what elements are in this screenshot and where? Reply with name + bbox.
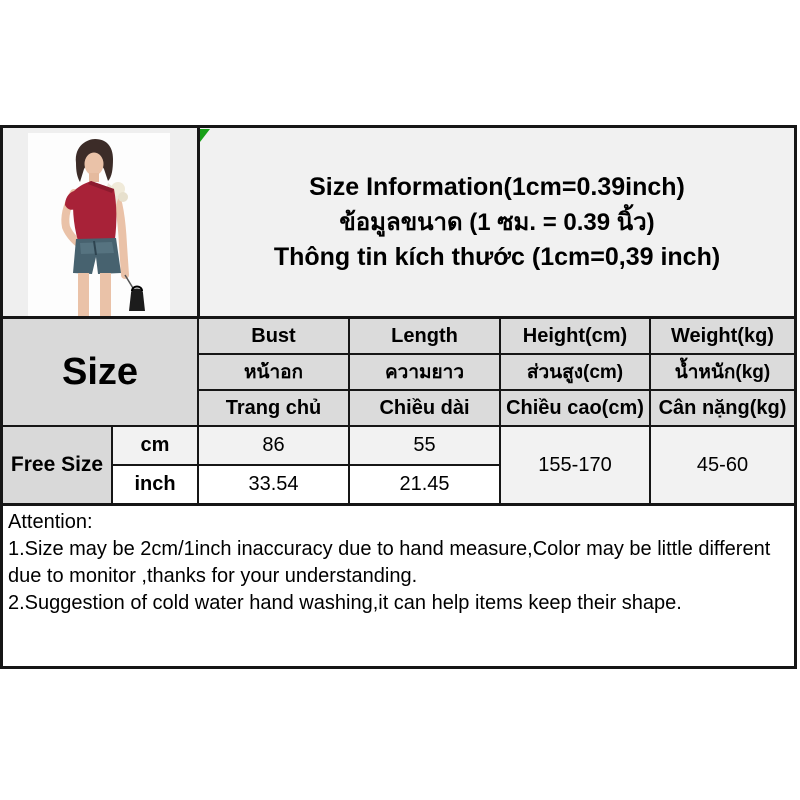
product-photo [3,128,197,316]
header-bust-vi: Trang chủ [199,391,348,425]
attention-line-1: 1.Size may be 2cm/1inch inaccuracy due t… [8,538,771,560]
photo-title-divider [197,128,200,316]
header-length-en: Length [350,319,499,353]
model-photo-illustration [28,133,170,316]
value-bust-inch: 33.54 [199,466,348,503]
size-table: Size Bust Length Height(cm) Weight(kg) ห… [3,316,794,506]
header-weight-en: Weight(kg) [651,319,794,353]
value-length-cm: 55 [350,427,499,464]
row-label-free-size: Free Size [3,427,111,503]
title-block: Size Information(1cm=0.39inch) ข้อมูลขนา… [200,128,794,316]
title-english: Size Information(1cm=0.39inch) [309,172,685,201]
top-section: Size Information(1cm=0.39inch) ข้อมูลขนา… [3,128,794,316]
title-thai: ข้อมูลขนาด (1 ซม. = 0.39 นิ้ว) [339,208,655,236]
attention-line-2: due to monitor ,thanks for your understa… [8,565,418,587]
size-corner-label: Size [3,319,197,425]
header-weight-vi: Cân nặng(kg) [651,391,794,425]
size-chart-panel: Size Information(1cm=0.39inch) ข้อมูลขนา… [0,125,797,669]
attention-note: Attention: 1.Size may be 2cm/1inch inacc… [3,506,794,666]
header-height-vi: Chiều cao(cm) [501,391,649,425]
header-weight-th: น้ำหนัก(kg) [651,355,794,389]
value-length-inch: 21.45 [350,466,499,503]
header-bust-en: Bust [199,319,348,353]
unit-label-cm: cm [113,427,197,464]
value-weight-range: 45-60 [651,427,794,503]
green-corner-triangle-icon [200,129,210,142]
header-height-th: ส่วนสูง(cm) [501,355,649,389]
header-bust-th: หน้าอก [199,355,348,389]
value-bust-cm: 86 [199,427,348,464]
header-length-th: ความยาว [350,355,499,389]
value-height-range: 155-170 [501,427,649,503]
unit-label-inch: inch [113,466,197,503]
attention-heading: Attention: [8,511,93,533]
attention-line-3: 2.Suggestion of cold water hand washing,… [8,592,682,614]
header-length-vi: Chiều dài [350,391,499,425]
header-height-en: Height(cm) [501,319,649,353]
title-vietnamese: Thông tin kích thước (1cm=0,39 inch) [273,242,721,271]
